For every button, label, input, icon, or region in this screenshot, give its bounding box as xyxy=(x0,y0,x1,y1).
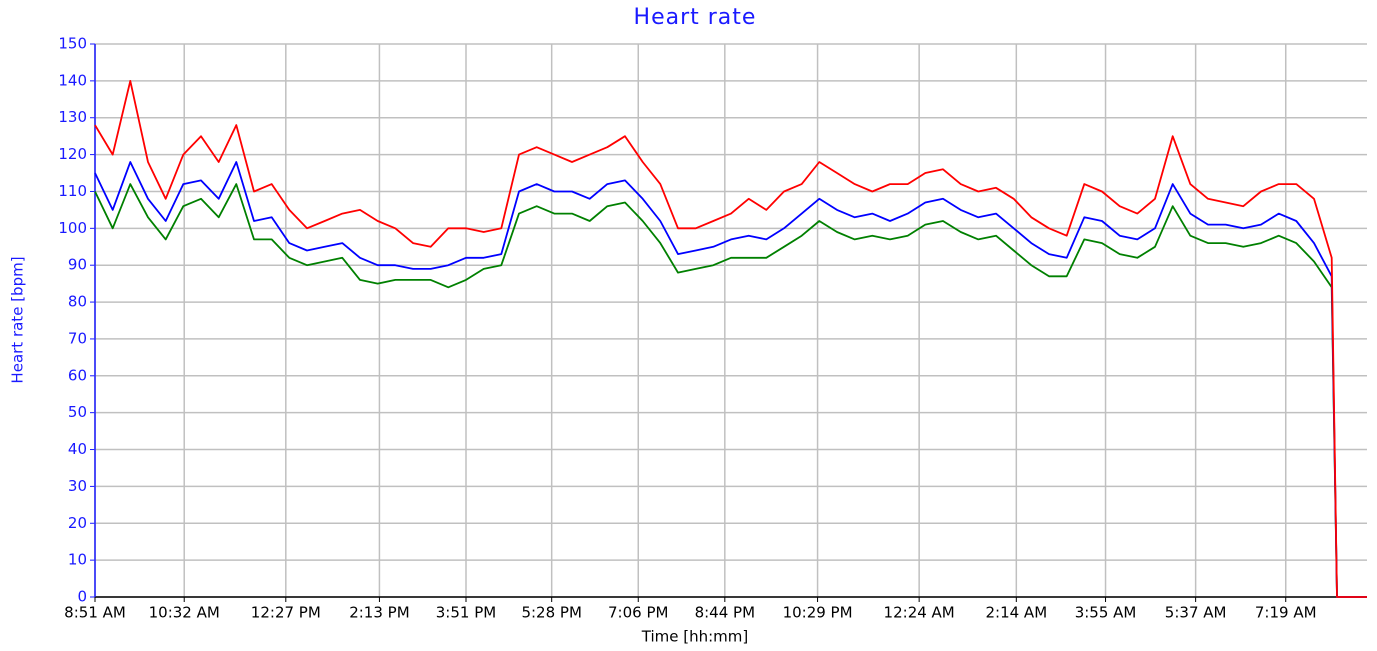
y-tick-label: 20 xyxy=(68,514,87,532)
x-tick-label: 3:51 PM xyxy=(436,604,496,622)
y-tick-label: 40 xyxy=(68,440,87,458)
x-tick-label: 2:14 AM xyxy=(985,604,1047,622)
y-tick-label: 90 xyxy=(68,256,87,274)
y-tick-label: 130 xyxy=(58,108,87,126)
x-tick-label: 10:29 PM xyxy=(783,604,853,622)
y-tick-label: 30 xyxy=(68,477,87,495)
x-tick-label: 5:37 AM xyxy=(1165,604,1227,622)
x-tick-label: 3:55 AM xyxy=(1075,604,1137,622)
y-tick-label: 140 xyxy=(58,71,87,89)
y-tick-label: 0 xyxy=(77,588,87,606)
x-tick-label: 7:06 PM xyxy=(608,604,668,622)
y-tick-label: 80 xyxy=(68,293,87,311)
x-axis-label: Time [hh:mm] xyxy=(641,628,748,646)
y-axis-label: Heart rate [bpm] xyxy=(9,256,27,383)
y-tick-label: 120 xyxy=(58,145,87,163)
y-tick-label: 110 xyxy=(58,182,87,200)
x-tick-label: 8:44 PM xyxy=(695,604,755,622)
y-tick-label: 70 xyxy=(68,329,87,347)
y-tick-label: 10 xyxy=(68,551,87,569)
series-line xyxy=(94,161,1367,598)
x-tick-label: 8:51 AM xyxy=(64,604,126,622)
series-line xyxy=(94,80,1367,598)
x-tick-label: 7:19 AM xyxy=(1255,604,1317,622)
x-tick-label: 5:28 PM xyxy=(521,604,581,622)
y-tick-label: 100 xyxy=(58,219,87,237)
chart-title: Heart rate xyxy=(634,5,757,30)
x-tick-label: 12:24 AM xyxy=(884,604,955,622)
x-tick-label: 12:27 PM xyxy=(251,604,321,622)
x-tick-label: 10:32 AM xyxy=(149,604,220,622)
series-line xyxy=(94,183,1367,598)
y-tick-label: 150 xyxy=(58,35,87,53)
x-tick-label: 2:13 PM xyxy=(349,604,409,622)
y-tick-label: 60 xyxy=(68,366,87,384)
y-tick-label: 50 xyxy=(68,403,87,421)
